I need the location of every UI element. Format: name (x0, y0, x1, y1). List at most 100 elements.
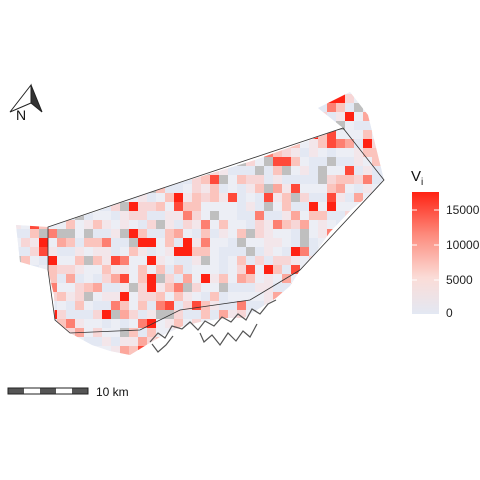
tract-cell (255, 238, 264, 247)
tract-cell (138, 238, 147, 247)
tract-cell (192, 94, 201, 103)
tract-cell (66, 310, 75, 319)
tract-cell (48, 103, 57, 112)
tract-cell (21, 193, 30, 202)
tract-cell (291, 211, 300, 220)
tract-cell (57, 166, 66, 175)
tract-cell (75, 94, 84, 103)
tract-cell (255, 337, 264, 346)
tract-cell (66, 220, 75, 229)
tract-cell (309, 211, 318, 220)
tract-cell (138, 229, 147, 238)
tract-cell (84, 157, 93, 166)
tract-cell (66, 184, 75, 193)
tract-cell (201, 274, 210, 283)
tract-cell (138, 220, 147, 229)
tract-cell (120, 130, 129, 139)
north-label: N (16, 107, 27, 123)
tract-cell (174, 274, 183, 283)
tract-cell (138, 337, 147, 346)
tract-cell (147, 193, 156, 202)
tract-cell (66, 202, 75, 211)
tract-cell (57, 337, 66, 346)
tract-cell (93, 130, 102, 139)
tract-cell (84, 229, 93, 238)
tract-cell (237, 103, 246, 112)
tract-cell (84, 220, 93, 229)
tract-cell (16, 220, 21, 229)
tract-cell (39, 328, 48, 337)
tract-cell (273, 148, 282, 157)
tract-cell (282, 220, 291, 229)
tract-cell (345, 292, 354, 301)
tract-cell (93, 175, 102, 184)
tract-cell (264, 175, 273, 184)
tract-cell (228, 139, 237, 148)
tract-cell (201, 265, 210, 274)
tract-cell (183, 148, 192, 157)
tract-cell (165, 346, 174, 355)
tract-cell (336, 256, 345, 265)
tract-cell (291, 274, 300, 283)
tract-cell (183, 157, 192, 166)
tract-cell (318, 112, 327, 121)
tract-cell (345, 301, 354, 310)
tract-cell (57, 130, 66, 139)
tract-cell (93, 121, 102, 130)
tract-cell (273, 130, 282, 139)
tract-cell (66, 256, 75, 265)
tract-cell (174, 211, 183, 220)
tract-cell (120, 256, 129, 265)
tract-cell (300, 238, 309, 247)
tract-cell (93, 301, 102, 310)
tract-cell (84, 301, 93, 310)
tract-cell (219, 274, 228, 283)
tract-cell (102, 112, 111, 121)
tract-cell (246, 247, 255, 256)
tract-cell (111, 292, 120, 301)
tract-cell (165, 103, 174, 112)
tract-cell (21, 130, 30, 139)
tract-cell (111, 211, 120, 220)
tract-cell (102, 265, 111, 274)
tract-cell (354, 292, 363, 301)
tract-cell (246, 193, 255, 202)
tract-cell (75, 202, 84, 211)
tract-cell (255, 301, 264, 310)
tract-cell (165, 92, 174, 94)
tract-cell (318, 148, 327, 157)
tract-cell (102, 319, 111, 328)
tract-cell (93, 166, 102, 175)
tract-cell (300, 166, 309, 175)
tract-cell (354, 346, 363, 355)
tract-cell (300, 130, 309, 139)
tract-cell (138, 94, 147, 103)
tract-cell (147, 220, 156, 229)
tract-cell (300, 92, 309, 94)
tract-cell (201, 148, 210, 157)
tract-cell (210, 319, 219, 328)
tract-cell (354, 112, 363, 121)
tract-cell (228, 247, 237, 256)
tract-cell (192, 283, 201, 292)
tract-cell (201, 103, 210, 112)
tract-cell (246, 337, 255, 346)
tract-cell (327, 121, 336, 130)
tract-cell (120, 238, 129, 247)
tract-cell (165, 121, 174, 130)
tract-cell (336, 238, 345, 247)
tract-cell (318, 247, 327, 256)
tract-cell (381, 139, 384, 148)
tract-cell (129, 310, 138, 319)
tract-cell (39, 301, 48, 310)
tract-cell (183, 247, 192, 256)
tract-cell (21, 247, 30, 256)
tract-cell (75, 92, 84, 94)
tract-cell (111, 310, 120, 319)
tract-cell (39, 292, 48, 301)
tract-cell (381, 103, 384, 112)
tract-cell (318, 229, 327, 238)
tract-cell (165, 229, 174, 238)
tract-cell (363, 229, 372, 238)
